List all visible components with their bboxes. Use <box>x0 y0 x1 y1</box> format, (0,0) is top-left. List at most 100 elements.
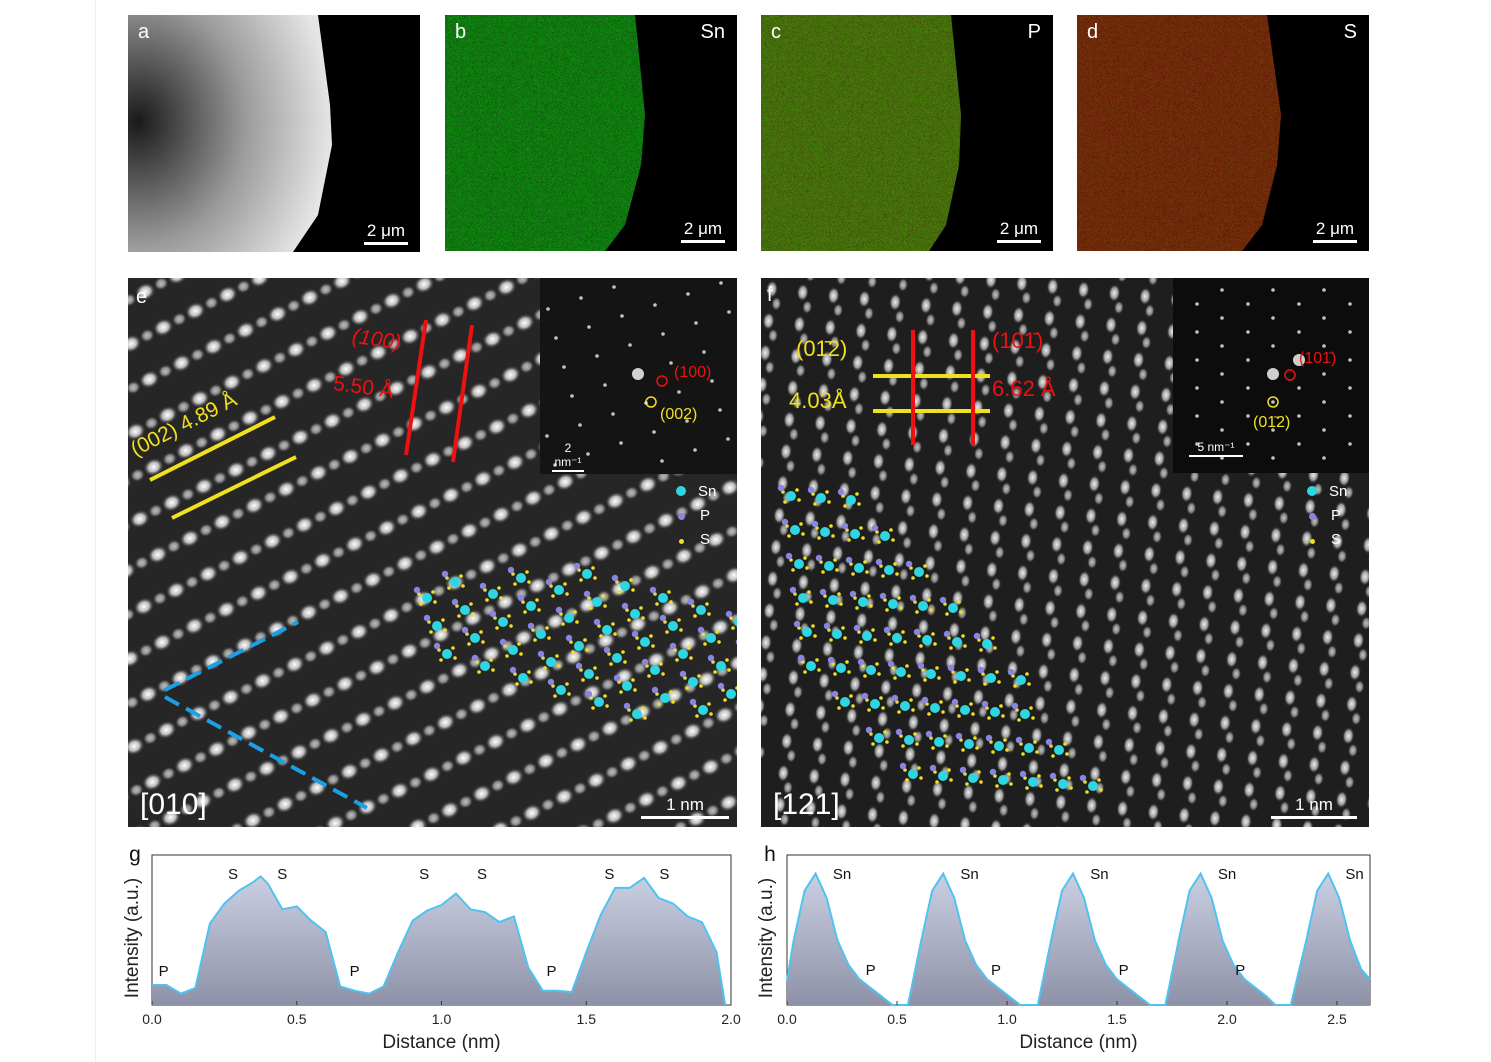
fft-spot <box>718 408 722 412</box>
s-atom <box>809 600 813 604</box>
s-atom <box>651 644 655 648</box>
p-atom <box>413 586 421 594</box>
peak-label-sn: Sn <box>833 866 851 883</box>
s-atom <box>631 588 635 592</box>
p-atom <box>509 666 517 674</box>
s-atom <box>557 664 561 668</box>
panel-c-p-map: c P 2 μm <box>761 15 1053 251</box>
sn-atom <box>1058 779 1068 789</box>
s-atom <box>889 642 893 646</box>
p-atom <box>895 728 903 736</box>
sn-atom <box>896 667 906 677</box>
s-atom <box>731 626 735 630</box>
scale-bar-label: 2 μm <box>1315 219 1355 238</box>
fft-inset-f: (101̄) (01̄2) 5 nm⁻¹ <box>1173 278 1369 473</box>
s-atom <box>941 710 945 714</box>
s-atom <box>497 586 501 590</box>
s-atom <box>683 676 687 680</box>
s-atom <box>493 616 497 620</box>
peak-label-s: S <box>277 866 287 883</box>
sn-atom <box>1024 743 1034 753</box>
s-atom <box>655 602 659 606</box>
peak-label-p: P <box>350 963 360 980</box>
s-atom <box>905 664 909 668</box>
sn-atom <box>994 741 1004 751</box>
s-atom <box>597 624 601 628</box>
p-atom <box>985 734 993 742</box>
s-atom <box>553 694 557 698</box>
s-atom <box>801 660 805 664</box>
fft-spot <box>1322 288 1326 292</box>
sn-atom <box>422 593 432 603</box>
fft-spot <box>660 459 664 463</box>
sn-atom <box>840 697 850 707</box>
s-atom <box>931 632 935 636</box>
fft-spot <box>1297 442 1301 446</box>
s-atom <box>569 640 573 644</box>
s-atom <box>897 596 901 600</box>
s-atom <box>465 632 469 636</box>
sn-atom <box>432 621 442 631</box>
s-atom <box>655 692 659 696</box>
p-atom <box>585 690 593 698</box>
s-atom <box>711 660 715 664</box>
sn-atom <box>858 597 868 607</box>
s-atom <box>959 738 963 742</box>
s-atom <box>443 628 447 632</box>
s-atom <box>687 646 691 650</box>
p-atom <box>883 626 891 634</box>
s-atom <box>879 564 883 568</box>
sn-atom <box>794 559 804 569</box>
profile-area <box>152 876 726 1005</box>
s-atom <box>713 670 717 674</box>
p-atom <box>955 732 963 740</box>
s-atom <box>1039 784 1043 788</box>
p-atom <box>785 552 793 560</box>
s-atom <box>875 662 879 666</box>
p-atom <box>871 524 879 532</box>
sn-atom <box>650 665 660 675</box>
fft-spot <box>1220 400 1224 404</box>
s-atom <box>1037 774 1041 778</box>
s-atom <box>595 676 599 680</box>
s-atom <box>875 530 879 534</box>
s-atom <box>935 780 939 784</box>
s-atom <box>543 666 547 670</box>
s-atom <box>895 572 899 576</box>
sn-atom <box>1016 675 1026 685</box>
sn-atom <box>986 673 996 683</box>
fft-spot <box>1246 302 1250 306</box>
s-atom <box>857 502 861 506</box>
x-tick-label: 1.5 <box>577 1011 597 1027</box>
fft-spot <box>1195 386 1199 390</box>
s-atom <box>1033 740 1037 744</box>
s-atom <box>851 572 855 576</box>
s-atom <box>813 634 817 638</box>
s-atom <box>575 620 579 624</box>
s-atom <box>515 682 519 686</box>
sn-atom <box>862 631 872 641</box>
p-atom <box>507 566 515 574</box>
p-atom <box>707 654 715 662</box>
plane-label-012: (01̄2) <box>796 336 848 361</box>
s-atom <box>527 670 531 674</box>
sn-atom <box>926 669 936 679</box>
s-atom <box>805 566 809 570</box>
s-atom <box>857 630 861 634</box>
x-tick-label: 1.0 <box>432 1011 452 1027</box>
s-atom <box>583 638 587 642</box>
s-atom <box>615 580 619 584</box>
s-atom <box>507 614 511 618</box>
s-atom <box>667 590 671 594</box>
p-atom <box>611 574 619 582</box>
s-atom <box>913 732 917 736</box>
fft-label-red: (101̄) <box>1299 350 1337 367</box>
s-atom <box>905 778 909 782</box>
fft-pattern-e <box>545 281 731 467</box>
fft-spot <box>553 463 557 467</box>
s-atom <box>957 714 961 718</box>
element-label: P <box>1027 21 1041 43</box>
s-atom <box>721 688 725 692</box>
s-atom <box>571 650 575 654</box>
s-atom <box>797 498 801 502</box>
